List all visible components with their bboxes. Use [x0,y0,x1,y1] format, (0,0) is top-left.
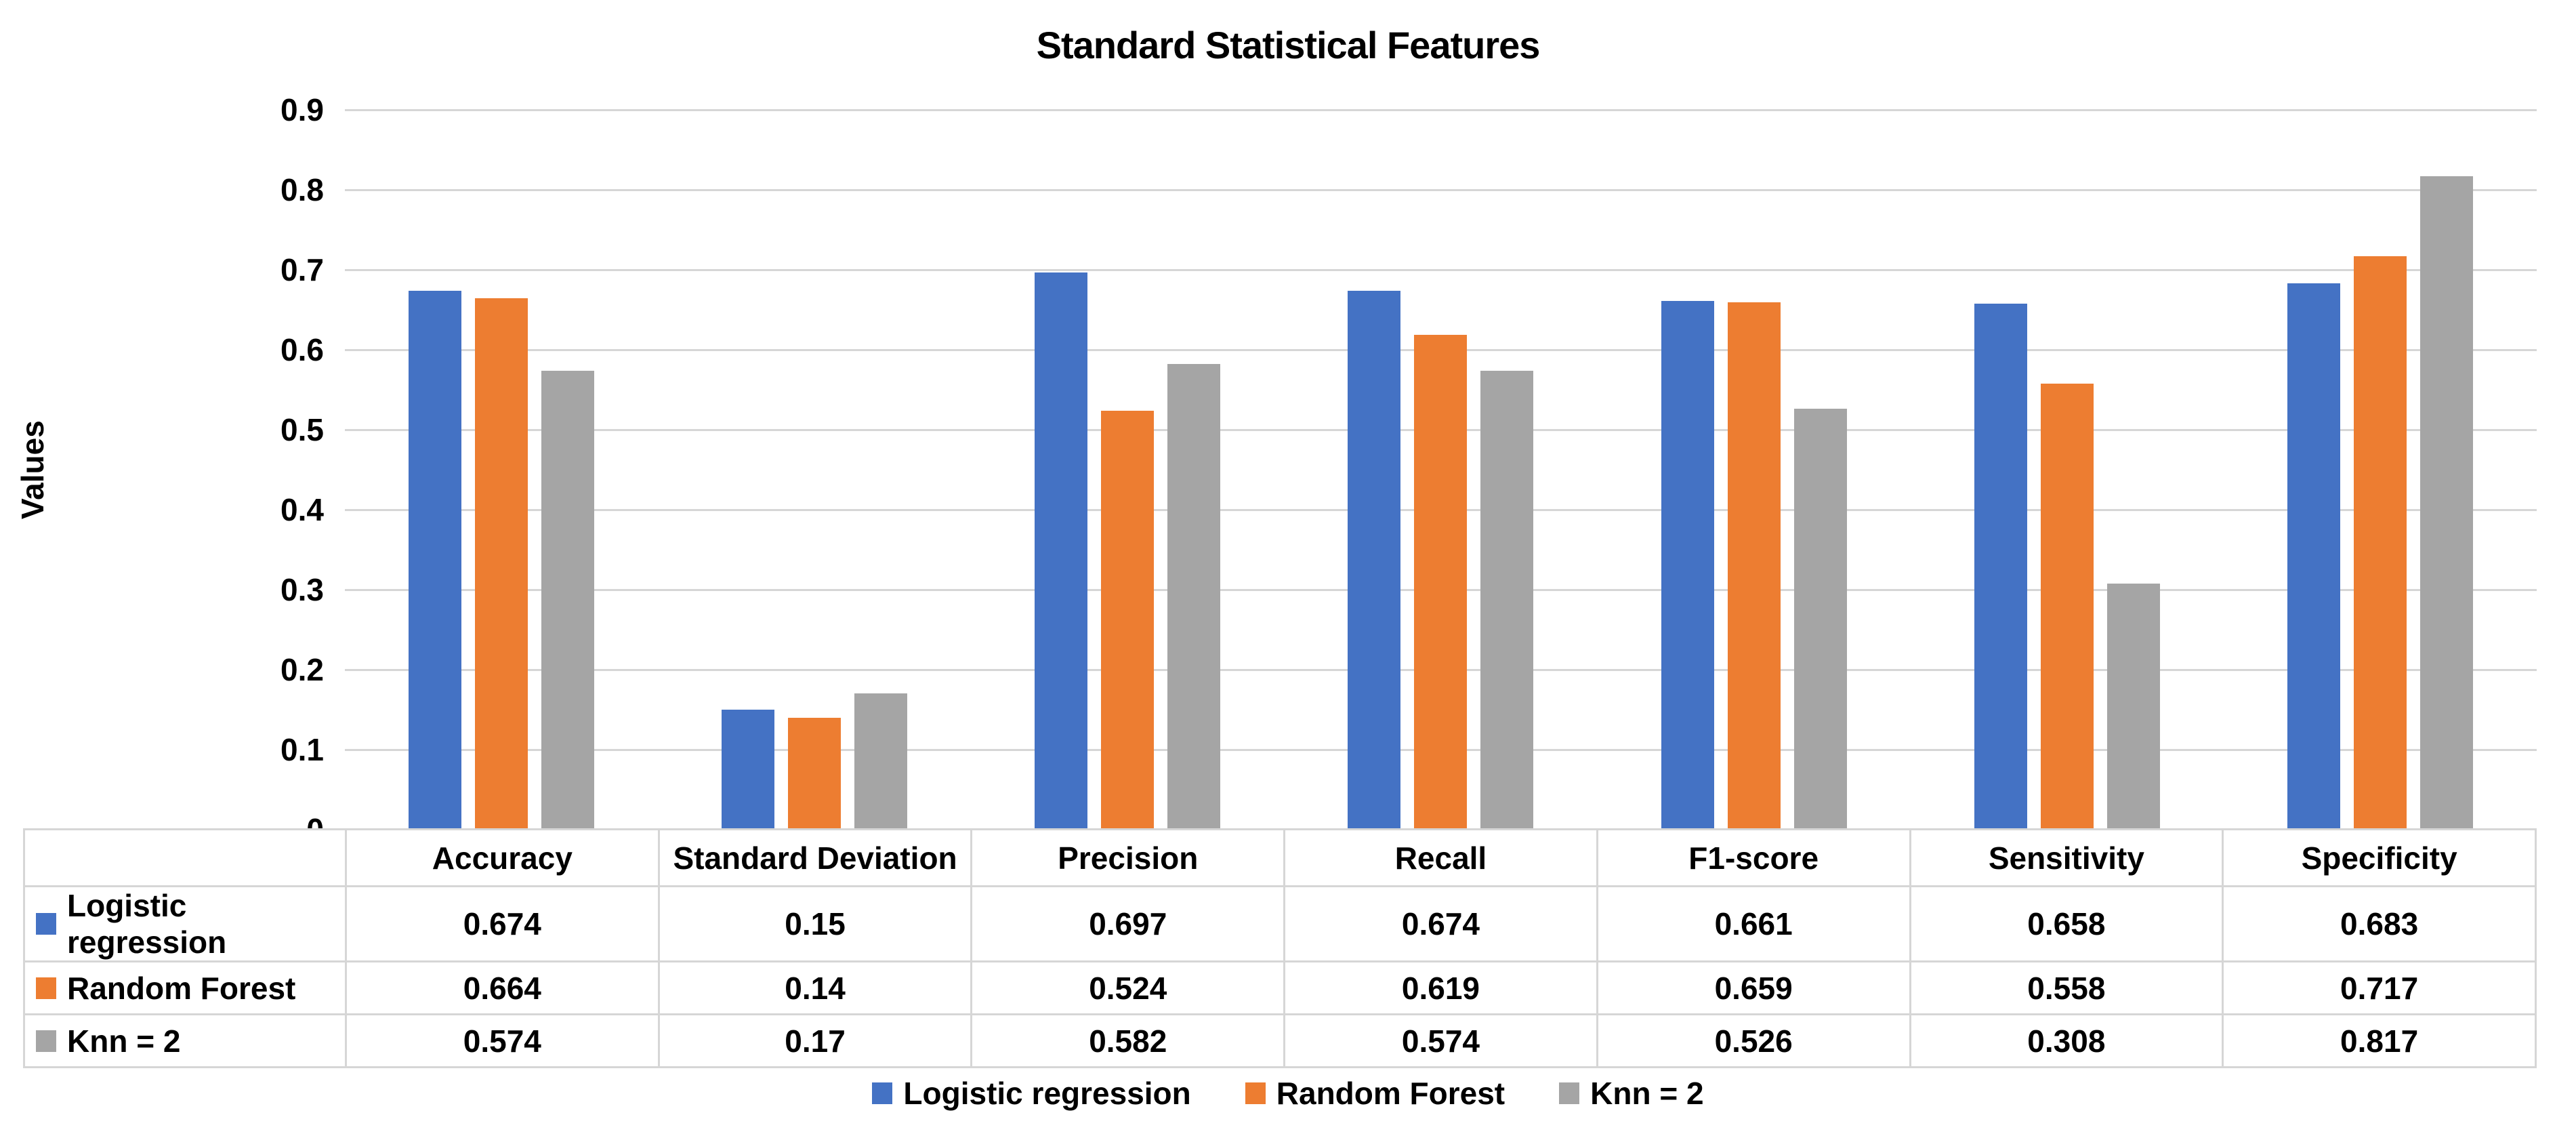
series-row-label: Knn = 2 [23,1013,347,1068]
value-cell: 0.658 [1909,885,2224,962]
table-row: Knn = 2 0.574 0.17 0.582 0.574 0.526 0.308 0.81… [23,1013,2537,1068]
plot-area [345,109,2537,830]
value-cell: 0.524 [970,960,1286,1015]
bar [854,693,908,830]
value-cell: 0.582 [970,1013,1286,1068]
value-cell: 0.817 [2222,1013,2537,1068]
table-corner-cell [23,828,347,887]
legend-swatch [872,1082,893,1104]
legend-swatch [1245,1082,1266,1104]
value-cell: 0.661 [1596,885,1911,962]
y-tick-label: 0.6 [281,332,324,367]
bar [2040,384,2094,830]
value-cell: 0.717 [2222,960,2537,1015]
table-header-cell: Accuracy [345,828,660,887]
bar [1793,409,1847,830]
y-tick-label: 0.7 [281,252,324,287]
table-header-cell: Recall [1283,828,1598,887]
y-tick-label: 0.5 [281,412,324,447]
y-tick-label: 0.4 [281,492,324,527]
table-header-cell: Specificity [2222,828,2537,887]
bar [1974,304,2027,830]
series-name: Logistic regression [67,888,227,960]
data-table: Accuracy Standard Deviation Precision Recal… [23,828,2537,1068]
y-tick-label: 0.9 [281,92,324,127]
legend-label: Random Forest [1276,1076,1505,1111]
gridline [345,189,2537,191]
value-cell: 0.674 [1283,885,1598,962]
chart-title: Standard Statistical Features [1036,24,1541,66]
table-row: Random Forest 0.664 0.14 0.524 0.619 0.659 0.5… [23,960,2537,1015]
table-row: Logistic regression 0.674 0.15 0.697 0.674 0.… [23,885,2537,962]
table-header-cell: Sensitivity [1909,828,2224,887]
series-key-swatch [36,977,56,999]
value-cell: 0.674 [345,885,660,962]
y-tick-label: 0.8 [281,172,324,207]
bar [722,710,775,830]
value-cell: 0.697 [970,885,1286,962]
value-cell: 0.664 [345,960,660,1015]
bar-groups [345,110,2537,830]
bar-group-sensitivity [1911,110,2224,830]
data-table-header: Accuracy Standard Deviation Precision Recal… [23,828,2537,887]
bar-group-accuracy [345,110,658,830]
legend-swatch [1559,1082,1580,1104]
table-header-cell: Precision [970,828,1286,887]
bar [1480,371,1534,830]
value-cell: 0.659 [1596,960,1911,1015]
series-name: Random Forest [67,970,296,1006]
legend: Logistic regression Random Forest Knn = 2 [0,1071,2576,1116]
bar [1414,335,1468,830]
bar [2353,256,2407,830]
bar [1661,301,1714,830]
bar-group-precision [971,110,1284,830]
bar [1348,291,1401,830]
value-cell: 0.14 [657,960,973,1015]
bar [1101,411,1155,830]
y-tick-label: 0.2 [281,652,324,687]
bar [1727,302,1781,830]
value-cell: 0.619 [1283,960,1598,1015]
bar-group-recall [1284,110,1597,830]
bar [2287,283,2340,830]
bar-group-specificity [2224,110,2537,830]
y-tick-label: 0.1 [281,732,324,767]
value-cell: 0.15 [657,885,973,962]
bar [788,718,842,830]
legend-item: Knn = 2 [1559,1075,1704,1112]
bar [1167,364,1221,830]
value-cell: 0.683 [2222,885,2537,962]
legend-item: Random Forest [1245,1075,1505,1112]
value-cell: 0.558 [1909,960,2224,1015]
value-cell: 0.574 [345,1013,660,1068]
y-axis-title: Values [15,420,50,519]
bar [409,291,462,830]
series-row-label: Random Forest [23,960,347,1015]
bar-group-standard-deviation [658,110,971,830]
bar [2106,584,2160,830]
bar [1035,272,1088,830]
gridline [345,109,2537,111]
bar [541,371,595,830]
series-name: Knn = 2 [67,1023,181,1059]
legend-item: Logistic regression [872,1075,1191,1112]
bar [475,298,528,830]
series-row-label: Logistic regression [23,885,347,962]
table-header-cell: Standard Deviation [657,828,973,887]
series-key-swatch [36,913,56,935]
value-cell: 0.526 [1596,1013,1911,1068]
bar [2419,176,2473,830]
value-cell: 0.308 [1909,1013,2224,1068]
table-header-cell: F1-score [1596,828,1911,887]
value-cell: 0.574 [1283,1013,1598,1068]
y-tick-label: 0.3 [281,572,324,607]
gridline [345,269,2537,271]
bar-group-f1-score [1598,110,1911,830]
legend-label: Logistic regression [903,1076,1191,1111]
series-key-swatch [36,1030,56,1052]
value-cell: 0.17 [657,1013,973,1068]
legend-label: Knn = 2 [1590,1076,1704,1111]
